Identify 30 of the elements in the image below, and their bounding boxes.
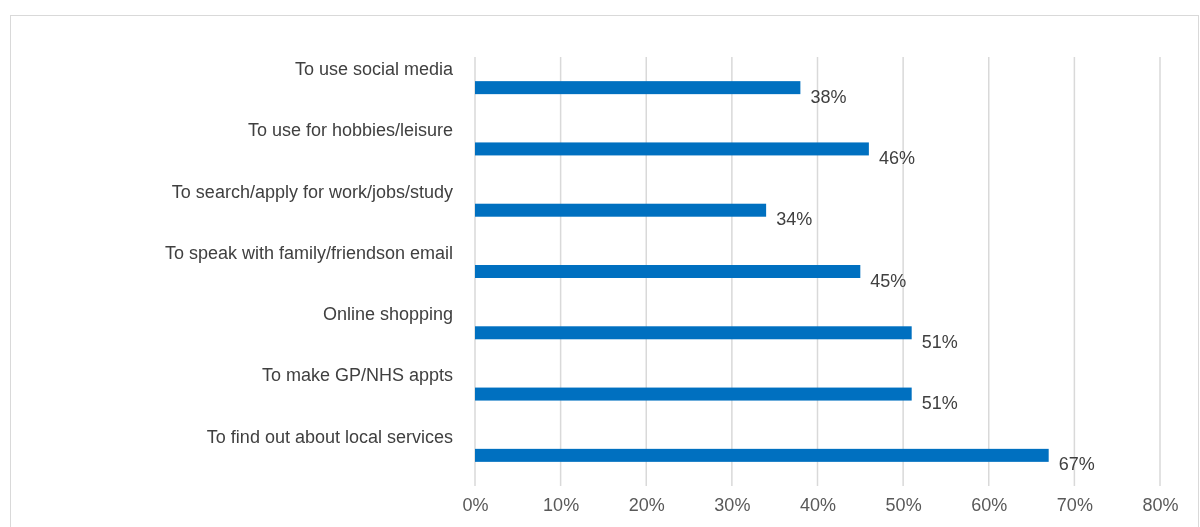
x-tick-label: 60% — [971, 494, 1008, 515]
y-tick-label: To use for hobbies/leisure — [247, 120, 453, 141]
x-tick-label: 80% — [1142, 494, 1179, 515]
x-tick-label: 50% — [885, 494, 922, 515]
x-tick-label: 10% — [543, 494, 580, 515]
y-tick-label: To use social media — [294, 59, 454, 80]
data-label: 38% — [810, 86, 847, 107]
bar — [475, 326, 912, 340]
y-tick-label: To search/apply for work/jobs/study — [171, 181, 453, 202]
data-label: 51% — [921, 393, 958, 414]
data-label: 45% — [870, 270, 907, 291]
data-label: 46% — [878, 147, 915, 168]
bar — [475, 203, 767, 217]
bar — [475, 265, 861, 278]
data-label: 51% — [921, 331, 958, 352]
x-tick-label: 0% — [462, 494, 489, 515]
y-tick-label: To find out about local services — [206, 426, 453, 447]
data-label: 34% — [776, 209, 813, 230]
y-tick-label: To make GP/NHS appts — [261, 365, 453, 386]
y-tick-label: Online shopping — [322, 304, 453, 325]
x-tick-label: 30% — [714, 494, 751, 515]
y-tick-label: To speak with family/friendson email — [164, 242, 453, 263]
bar — [475, 142, 869, 156]
bar — [475, 448, 1049, 462]
bar — [475, 81, 801, 95]
x-tick-label: 20% — [628, 494, 665, 515]
data-label: 67% — [1058, 454, 1095, 475]
x-tick-label: 70% — [1056, 494, 1093, 515]
bar — [475, 387, 912, 401]
x-tick-label: 40% — [799, 494, 837, 515]
